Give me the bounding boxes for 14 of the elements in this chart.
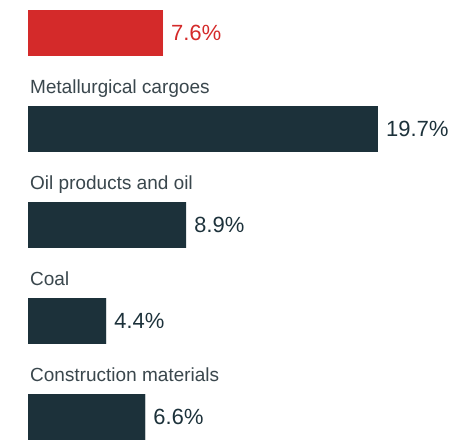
data-label: 19.7% xyxy=(386,116,448,141)
data-label: 4.4% xyxy=(114,308,164,333)
bar xyxy=(28,298,106,344)
y-tick-label: Coal xyxy=(30,269,70,290)
bar xyxy=(28,394,146,440)
data-label: 8.9% xyxy=(194,212,244,237)
y-tick-label: Construction materials xyxy=(30,365,220,386)
bar xyxy=(28,202,186,248)
bar xyxy=(28,106,378,152)
y-tick-label: Oil products and oil xyxy=(30,173,193,194)
y-tick-label: Metallurgical cargoes xyxy=(30,77,210,98)
data-label: 7.6% xyxy=(171,20,222,45)
data-label: 6.6% xyxy=(153,404,204,429)
bar xyxy=(28,10,164,56)
